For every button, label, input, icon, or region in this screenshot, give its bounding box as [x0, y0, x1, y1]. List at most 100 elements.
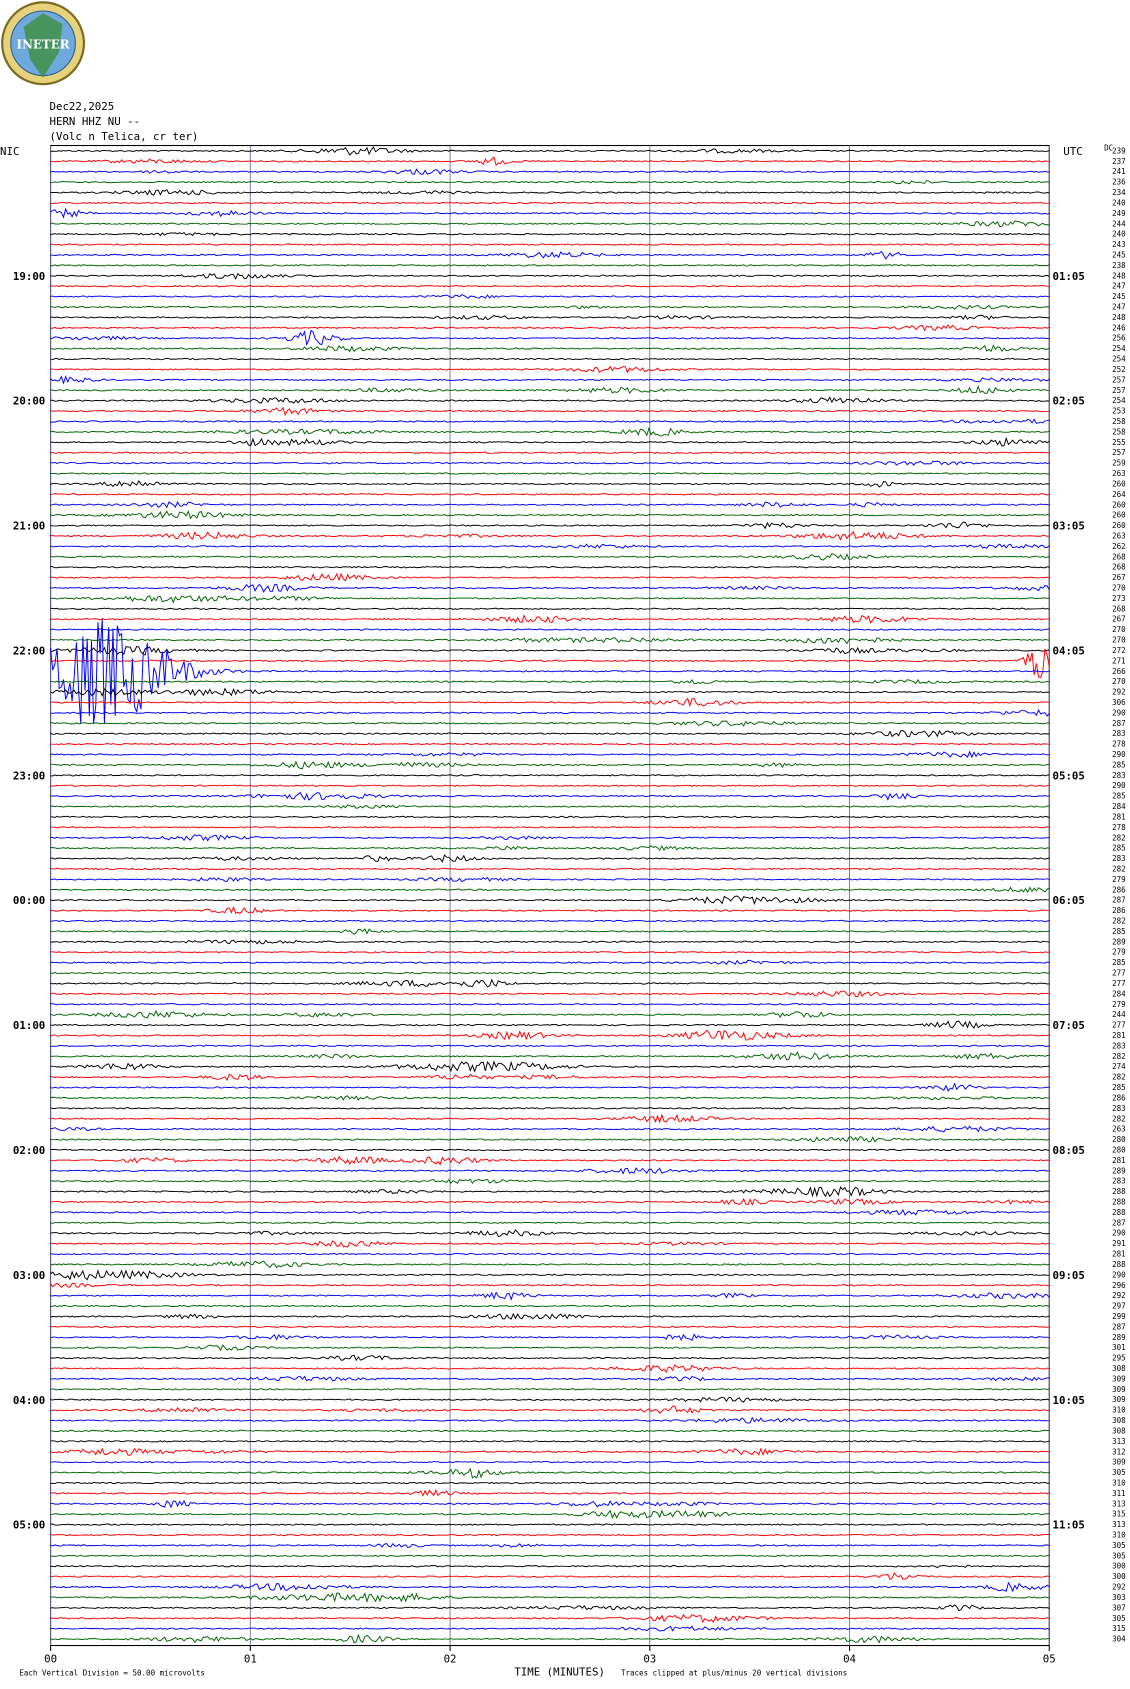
offset-label: 263	[1112, 1125, 1126, 1134]
offset-label: 254	[1112, 344, 1126, 353]
trace	[50, 1136, 1050, 1143]
offset-label: 281	[1112, 1250, 1126, 1259]
trace	[50, 168, 1050, 175]
offset-label: 285	[1112, 844, 1126, 853]
trace	[50, 1009, 1050, 1019]
trace	[50, 1625, 1050, 1632]
offset-label: 280	[1112, 1145, 1126, 1154]
trace	[50, 1197, 1050, 1206]
offset-label: 282	[1112, 864, 1126, 873]
trace	[50, 679, 1050, 685]
trace	[50, 460, 1050, 466]
offset-label: 300	[1112, 1572, 1126, 1581]
offset-label: 244	[1112, 219, 1126, 228]
offset-label: 270	[1112, 584, 1126, 593]
offset-label: 282	[1112, 1114, 1126, 1123]
trace	[50, 1405, 1050, 1415]
trace	[50, 180, 1050, 185]
trace	[50, 1388, 1050, 1391]
offset-label: 291	[1112, 1239, 1126, 1248]
hour-label-utc: 05:05	[1053, 769, 1085, 782]
x-tick-label: 05	[1043, 1653, 1056, 1666]
trace	[50, 1581, 1050, 1593]
trace	[50, 284, 1050, 288]
trace	[50, 1554, 1050, 1557]
offset-label: 290	[1112, 708, 1126, 717]
offset-label: 282	[1112, 1052, 1126, 1061]
offset-label: 283	[1112, 1041, 1126, 1050]
trace	[50, 1375, 1050, 1382]
trace	[50, 304, 1050, 310]
x-tick-label: 00	[44, 1653, 57, 1666]
offset-label: 313	[1112, 1499, 1126, 1508]
offset-label: 292	[1112, 1583, 1126, 1592]
trace	[50, 207, 1050, 219]
offset-label: 241	[1112, 167, 1126, 176]
offset-label: 289	[1112, 937, 1126, 946]
trace	[50, 1523, 1050, 1526]
trace	[50, 1447, 1050, 1457]
trace	[50, 1633, 1050, 1644]
station: HERN HHZ NU --	[50, 115, 141, 128]
trace	[50, 1113, 1050, 1124]
offset-label: 236	[1112, 178, 1126, 187]
trace	[50, 826, 1050, 829]
offset-label: 266	[1112, 667, 1126, 676]
trace	[50, 729, 1050, 738]
hour-label-local: 01:00	[13, 1019, 45, 1032]
trace	[50, 687, 1050, 697]
offset-label: 258	[1112, 417, 1126, 426]
trace	[50, 250, 1050, 260]
trace	[50, 867, 1050, 871]
offset-label: 260	[1112, 521, 1126, 530]
trace	[50, 791, 1050, 801]
offset-label: 287	[1112, 1218, 1126, 1227]
trace	[50, 243, 1050, 246]
offset-label: 268	[1112, 552, 1126, 561]
trace	[50, 426, 1050, 437]
offset-label: 257	[1112, 448, 1126, 457]
offset-label: 247	[1112, 303, 1126, 312]
offset-label: 290	[1112, 1270, 1126, 1279]
offset-label: 292	[1112, 688, 1126, 697]
trace	[50, 1533, 1050, 1537]
trace	[50, 189, 1050, 196]
trace	[50, 939, 1050, 945]
offset-label: 288	[1112, 1198, 1126, 1207]
trace	[50, 619, 1050, 724]
trace	[50, 451, 1050, 454]
trace	[50, 572, 1050, 582]
trace	[50, 1260, 1050, 1269]
offset-label: 285	[1112, 1083, 1126, 1092]
trace	[50, 1572, 1050, 1581]
hour-label-utc: 01:05	[1053, 270, 1085, 283]
offset-label: 310	[1112, 1531, 1126, 1540]
offset-label: 305	[1112, 1468, 1126, 1477]
offset-label: 313	[1112, 1437, 1126, 1446]
hour-label-utc: 04:05	[1053, 644, 1085, 657]
trace	[50, 895, 1050, 906]
trace	[50, 201, 1050, 205]
trace	[50, 1312, 1050, 1320]
offset-label: 286	[1112, 906, 1126, 915]
offset-label: 288	[1112, 1260, 1126, 1269]
offset-label: 244	[1112, 1010, 1126, 1019]
offset-label: 279	[1112, 948, 1126, 957]
trace	[50, 1282, 1050, 1289]
hour-label-local: 20:00	[13, 395, 45, 408]
trace	[50, 760, 1050, 770]
offset-label: 238	[1112, 261, 1126, 270]
trace	[50, 978, 1050, 988]
trace	[50, 1044, 1050, 1048]
offset-label: 279	[1112, 875, 1126, 884]
hour-label-local: 05:00	[13, 1519, 45, 1532]
offset-label: 281	[1112, 812, 1126, 821]
trace	[50, 1252, 1050, 1256]
offset-label: 279	[1112, 1000, 1126, 1009]
scale-note: Each Vertical Division = 50.00 microvolt…	[19, 1669, 205, 1678]
trace	[50, 971, 1050, 975]
trace	[50, 500, 1050, 509]
trace	[50, 774, 1050, 777]
